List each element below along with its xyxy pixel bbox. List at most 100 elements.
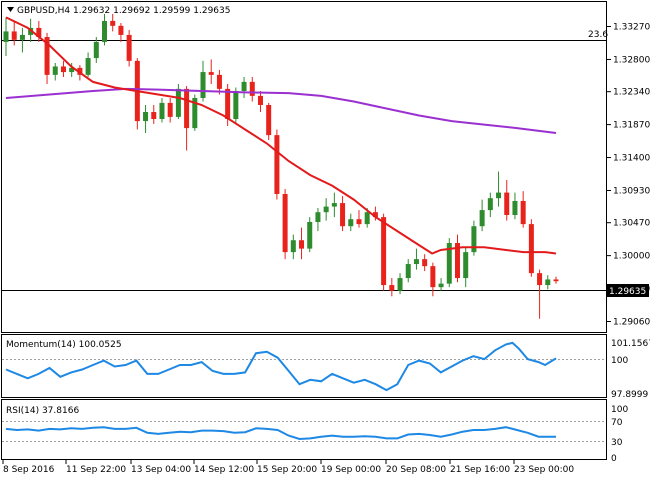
- candle-body: [167, 102, 173, 117]
- time-tick-label: 13 Sep 04:00: [131, 465, 191, 475]
- candles-group: [3, 13, 559, 319]
- price-tick-label: 1.30000: [613, 252, 650, 262]
- candle-body: [405, 264, 411, 279]
- price-axis: 1.33270 1.32800 1.32340 1.31870 1.31400 1.309…: [607, 23, 650, 327]
- candle-body: [77, 67, 83, 75]
- candle-body: [331, 203, 337, 207]
- candle-body: [200, 72, 206, 98]
- rsi-tick-30: 30: [611, 438, 623, 448]
- candle-body: [19, 34, 25, 40]
- candle-body: [126, 34, 132, 61]
- candle-body: [69, 67, 75, 73]
- time-tick-label: 20 Sep 08:00: [386, 465, 446, 475]
- time-tick-label: 23 Sep 00:00: [514, 465, 574, 475]
- candle-body: [520, 200, 526, 225]
- candle-body: [118, 25, 124, 35]
- candle-body: [36, 27, 42, 38]
- candle-body: [504, 192, 510, 215]
- current-price-value: 1.29635: [609, 287, 646, 297]
- candle-body: [143, 112, 149, 122]
- candle-body: [184, 88, 190, 129]
- candle-body: [225, 88, 231, 120]
- time-tick-label: 19 Sep 00:00: [321, 465, 381, 475]
- candle-body: [438, 283, 444, 288]
- price-tick-label: 1.30930: [613, 186, 650, 196]
- candle-body: [208, 72, 214, 75]
- collapse-triangle-icon[interactable]: [7, 7, 14, 12]
- candle-body: [348, 219, 354, 227]
- candle-body: [364, 212, 370, 225]
- candle-body: [413, 259, 419, 265]
- fast-moving-average-line: [5, 16, 557, 255]
- price-tick-label: 1.30470: [613, 219, 650, 229]
- candle-body: [159, 102, 165, 120]
- candle-body: [397, 278, 403, 291]
- rsi-panel[interactable]: RSI(14) 37.8166: [1, 399, 607, 460]
- time-tick-label: 14 Sep 12:00: [194, 465, 254, 475]
- candle-body: [3, 31, 9, 42]
- rsi-axis: 100 70 30 0: [611, 405, 628, 464]
- candle-body: [463, 252, 469, 279]
- candle-body: [512, 200, 518, 215]
- candle-body: [487, 198, 493, 211]
- candle-body: [282, 193, 288, 253]
- candle-body: [11, 31, 17, 40]
- price-tick-label: 1.29060: [613, 317, 650, 327]
- momentum-tick-high: 101.1567: [611, 339, 650, 349]
- time-tick-label: 11 Sep 22:00: [66, 465, 126, 475]
- candle-body: [102, 20, 108, 42]
- candle-body: [315, 212, 321, 222]
- time-tick-label: 21 Sep 16:00: [450, 465, 510, 475]
- rsi-tick-100: 100: [611, 405, 628, 415]
- candle-body: [85, 58, 91, 75]
- candle-body: [496, 192, 502, 199]
- candle-body: [422, 259, 428, 267]
- candle-body: [381, 217, 387, 286]
- time-tick-label: 8 Sep 2016: [3, 465, 55, 475]
- candle-body: [257, 95, 263, 105]
- candle-body: [60, 66, 66, 73]
- candle-body: [389, 285, 395, 291]
- candle-body: [545, 279, 551, 286]
- candle-body: [241, 81, 247, 91]
- candle-body: [430, 266, 436, 288]
- candle-body: [528, 224, 534, 274]
- candle-body: [340, 203, 346, 227]
- rsi-label: RSI(14) 37.8166: [6, 406, 79, 416]
- candle-body: [454, 243, 460, 279]
- candle-body: [216, 74, 222, 89]
- candle-body: [553, 279, 559, 282]
- candle-body: [266, 104, 272, 136]
- price-panel[interactable]: 23.6 GBPUSD,H4 1.29632 1.29692 1.29599 1…: [1, 1, 608, 333]
- price-tick-label: 1.31400: [613, 154, 650, 164]
- rsi-tick-0: 0: [611, 454, 617, 464]
- price-tick-label: 1.32800: [613, 55, 650, 65]
- candle-body: [249, 81, 255, 96]
- fib-level-label: 23.6: [588, 30, 608, 40]
- candle-body: [356, 219, 362, 225]
- momentum-line: [5, 341, 557, 392]
- candle-body: [93, 41, 99, 59]
- candle-body: [323, 206, 329, 213]
- candle-body: [110, 20, 116, 26]
- rsi-tick-70: 70: [611, 418, 623, 428]
- momentum-panel[interactable]: Momentum(14) 100.0525: [1, 334, 607, 398]
- candle-body: [290, 240, 296, 253]
- momentum-axis: 101.1567 100 97.8999: [611, 339, 650, 400]
- slow-moving-average-line: [5, 87, 557, 134]
- candle-body: [471, 226, 477, 253]
- rsi-line: [5, 426, 557, 441]
- candle-body: [307, 222, 313, 249]
- candle-body: [233, 90, 239, 120]
- price-tick-label: 1.33270: [613, 23, 650, 33]
- candle-body: [299, 240, 305, 249]
- candle-body: [537, 273, 543, 286]
- candle-body: [151, 112, 157, 120]
- candle-body: [274, 135, 280, 194]
- candle-body: [175, 88, 181, 117]
- price-tick-label: 1.31870: [613, 121, 650, 131]
- candle-body: [52, 66, 58, 75]
- momentum-tick-mid: 100: [611, 356, 628, 366]
- candle-body: [44, 37, 50, 75]
